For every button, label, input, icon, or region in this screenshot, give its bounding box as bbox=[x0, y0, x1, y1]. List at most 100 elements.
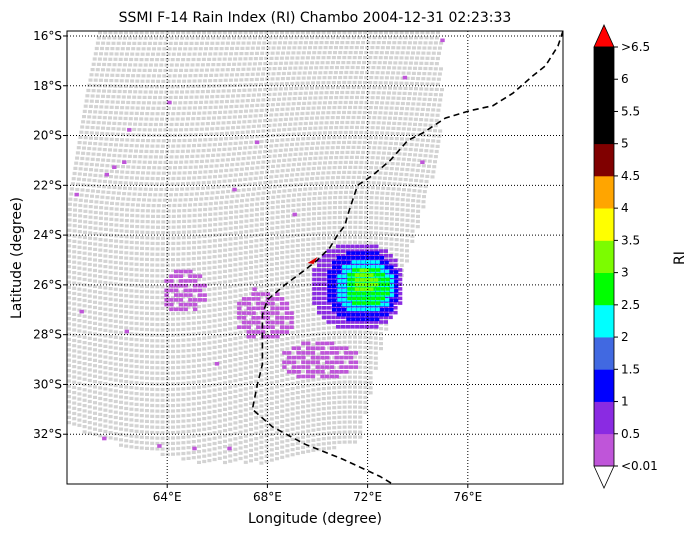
swath-pixel bbox=[129, 439, 134, 443]
swath-pixel bbox=[104, 105, 109, 109]
swath-pixel bbox=[165, 117, 170, 121]
swath-pixel bbox=[358, 31, 362, 35]
swath-pixel bbox=[82, 388, 87, 392]
swath-pixel bbox=[139, 387, 144, 391]
swath-pixel bbox=[96, 89, 101, 93]
swath-pixel bbox=[320, 176, 325, 180]
swath-pixel bbox=[233, 263, 238, 267]
swath-pixel bbox=[148, 193, 153, 197]
swath-pixel bbox=[149, 58, 154, 62]
swath-pixel bbox=[401, 157, 406, 161]
swath-pixel bbox=[82, 246, 87, 250]
swath-pixel bbox=[346, 145, 351, 149]
swath-pixel bbox=[103, 323, 108, 327]
swath-pixel bbox=[223, 291, 227, 295]
swath-pixel bbox=[176, 430, 181, 434]
swath-pixel bbox=[156, 52, 161, 56]
swath-pixel bbox=[275, 364, 279, 368]
swath-pixel bbox=[316, 397, 321, 401]
swath-pixel bbox=[103, 286, 108, 290]
swath-pixel bbox=[281, 199, 286, 203]
swath-pixel bbox=[212, 420, 217, 424]
swath-pixel bbox=[294, 61, 299, 65]
swath-pixel bbox=[233, 331, 238, 335]
swath-pixel bbox=[403, 147, 408, 151]
swath-pixel bbox=[139, 58, 144, 62]
swath-pixel bbox=[303, 127, 307, 131]
swath-pixel bbox=[145, 241, 150, 245]
swath-pixel bbox=[248, 145, 253, 150]
swath-pixel bbox=[287, 46, 292, 50]
swath-pixel bbox=[107, 121, 112, 125]
swath-pixel bbox=[428, 41, 433, 45]
swath-pixel bbox=[370, 46, 375, 50]
swath-pixel bbox=[243, 382, 248, 386]
swath-pixel bbox=[399, 56, 404, 60]
swath-pixel bbox=[154, 182, 159, 186]
swath-pixel bbox=[277, 159, 281, 163]
swath-pixel bbox=[321, 392, 326, 396]
swath-pixel bbox=[319, 121, 324, 125]
swath-pixel bbox=[273, 87, 278, 91]
swath-pixel bbox=[301, 395, 305, 399]
swath-pixel bbox=[145, 301, 149, 305]
swath-pixel bbox=[139, 268, 144, 272]
swath-pixel bbox=[176, 392, 181, 397]
swath-pixel bbox=[301, 253, 305, 257]
swath-pixel bbox=[237, 120, 242, 124]
swath-pixel bbox=[142, 95, 147, 99]
swath-pixel bbox=[186, 386, 191, 390]
swath-pixel bbox=[192, 213, 197, 218]
swath-pixel bbox=[220, 190, 225, 194]
swath-pixel bbox=[306, 278, 311, 282]
swath-pixel bbox=[414, 178, 419, 183]
swath-pixel bbox=[202, 320, 207, 324]
swath-pixel bbox=[186, 305, 191, 310]
plot-area bbox=[67, 31, 563, 484]
swath-pixel bbox=[181, 376, 186, 380]
swath-pixel bbox=[113, 421, 118, 425]
swath-pixel bbox=[177, 203, 182, 207]
swath-pixel bbox=[395, 162, 400, 166]
swath-pixel bbox=[272, 190, 276, 194]
swath-pixel bbox=[400, 218, 405, 222]
swath-pixel bbox=[129, 57, 134, 62]
swath-pixel bbox=[264, 367, 269, 371]
swath-pixel bbox=[127, 192, 132, 196]
swath-pixel bbox=[294, 147, 299, 151]
swath-pixel bbox=[119, 379, 123, 383]
swath-pixel bbox=[233, 389, 238, 393]
swath-pixel bbox=[353, 51, 358, 55]
swath-pixel bbox=[368, 376, 373, 380]
swath-pixel bbox=[310, 177, 315, 181]
swath-pixel bbox=[198, 202, 203, 206]
swath-pixel bbox=[218, 227, 223, 232]
swath-pixel bbox=[380, 46, 385, 50]
swath-pixel bbox=[98, 301, 103, 305]
swath-pixel bbox=[307, 202, 311, 206]
swath-pixel bbox=[363, 375, 368, 379]
swath-pixel bbox=[124, 385, 129, 389]
swath-pixel bbox=[119, 111, 124, 115]
swath-pixel bbox=[67, 410, 71, 414]
swath-pixel bbox=[87, 368, 92, 372]
swath-pixel bbox=[431, 51, 436, 55]
swath-pixel bbox=[90, 157, 95, 161]
swath-pixel bbox=[114, 175, 119, 179]
swath-pixel bbox=[228, 348, 233, 352]
swath-pixel bbox=[194, 192, 199, 196]
swath-pixel bbox=[164, 36, 169, 40]
swath-pixel bbox=[321, 387, 326, 391]
swath-pixel bbox=[180, 63, 185, 67]
swath-pixel bbox=[129, 278, 134, 282]
swath-pixel bbox=[355, 90, 360, 95]
swath-pixel bbox=[115, 73, 120, 77]
swath-pixel bbox=[280, 240, 285, 244]
swath-pixel bbox=[333, 131, 338, 135]
swath-pixel bbox=[192, 79, 197, 83]
swath-pixel bbox=[130, 224, 134, 228]
swath-pixel bbox=[254, 374, 259, 378]
swath-pixel bbox=[309, 182, 314, 186]
swath-pixel bbox=[129, 407, 134, 411]
swath-pixel bbox=[301, 248, 305, 252]
